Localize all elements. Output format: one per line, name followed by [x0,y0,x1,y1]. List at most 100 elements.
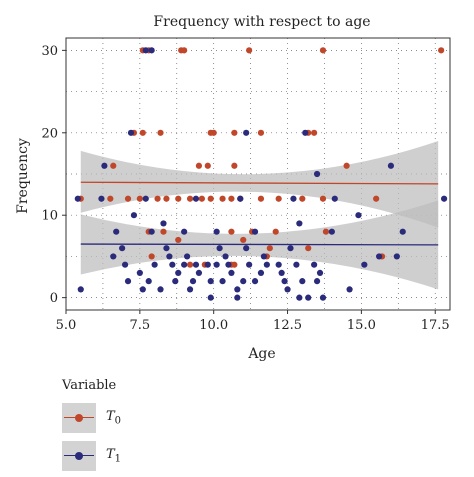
point-series-1 [142,195,149,202]
point-series-1 [346,286,353,293]
legend: Variable T0 T1 [62,378,121,475]
point-series-1 [399,228,406,235]
point-series-1 [139,286,146,293]
point-series-0 [319,195,327,202]
legend-sub-t1: 1 [114,453,122,465]
point-series-1 [216,245,223,252]
chart-title: Frequency with respect to age [153,14,370,30]
point-series-1 [195,269,203,277]
point-series-1 [281,278,288,285]
point-series-1 [186,286,194,293]
point-series-0 [198,195,205,202]
legend-label-t1: T1 [106,447,121,465]
point-series-0 [343,162,350,169]
point-series-1 [243,129,250,136]
point-series-1 [110,253,117,260]
point-series-0 [207,195,214,202]
point-series-0 [373,195,380,202]
fit-lines [80,181,439,246]
x-axis-ticks: 5.0 7.5 10.0 12.5 15.0 17.5 [56,310,450,333]
point-series-0 [110,162,117,169]
y-tick-label: 20 [41,126,58,141]
point-series-1 [257,269,265,277]
point-series-0 [438,47,445,54]
legend-dot-t0 [75,414,83,422]
point-series-1 [148,228,155,235]
point-series-0 [204,162,211,169]
point-series-0 [319,47,327,54]
point-series-1 [74,195,81,202]
point-series-1 [77,286,84,293]
y-tick-label: 10 [41,209,58,224]
point-series-1 [181,261,188,268]
point-series-0 [186,261,194,268]
x-tick-label: 7.5 [130,318,151,333]
point-series-1 [204,261,211,268]
point-series-0 [175,195,182,202]
point-series-0 [231,261,238,268]
point-series-0 [257,129,265,136]
point-series-1 [313,278,321,285]
point-series-1 [181,228,188,235]
point-series-1 [440,195,448,202]
x-tick-label: 10.0 [199,318,228,333]
point-series-1 [234,294,241,301]
point-series-0 [163,195,170,202]
point-series-0 [322,228,330,235]
point-series-0 [139,129,146,136]
point-series-1 [172,278,179,285]
point-series-1 [234,286,241,293]
point-series-1 [313,170,321,178]
point-series-1 [222,253,229,260]
point-series-1 [163,245,170,252]
point-series-0 [240,236,247,244]
point-series-1 [192,195,200,202]
data-points [74,47,448,301]
y-axis-ticks: 0 10 20 30 [41,44,66,306]
confidence-band-0 [80,141,439,228]
point-series-0 [195,162,203,169]
point-series-0 [275,195,282,202]
point-series-0 [257,195,265,202]
point-series-1 [145,278,152,285]
point-series-1 [175,269,182,277]
fit-line-1 [80,243,439,246]
x-axis-label: Age [247,346,275,362]
point-series-1 [148,47,155,54]
point-series-1 [166,253,173,260]
point-series-0 [181,47,188,54]
point-series-0 [148,253,155,260]
point-series-1 [192,261,200,268]
point-series-0 [107,195,114,202]
point-series-0 [272,228,279,235]
point-series-0 [228,195,235,202]
point-series-0 [136,195,143,202]
point-series-1 [225,261,232,268]
point-series-1 [113,228,120,235]
y-axis-label: Frequency [15,138,31,214]
legend-key-t1 [62,441,96,471]
point-series-0 [175,236,182,244]
point-series-1 [127,129,135,136]
point-series-0 [154,195,161,202]
point-series-1 [302,129,309,136]
point-series-1 [207,294,214,301]
point-series-1 [260,253,268,260]
point-series-1 [299,278,306,285]
point-series-1 [293,261,300,268]
point-series-1 [121,261,129,268]
legend-name-t1: T [106,447,115,463]
point-series-1 [207,278,214,285]
x-tick-label: 12.5 [273,318,302,333]
point-series-1 [251,228,259,235]
point-series-1 [169,261,176,268]
y-tick-label: 0 [50,291,58,306]
point-series-1 [278,269,285,277]
point-series-1 [119,245,126,252]
x-tick-label: 15.0 [347,318,376,333]
point-series-1 [251,278,259,285]
point-series-0 [186,195,194,202]
legend-dot-t1 [75,452,83,460]
point-series-0 [124,195,132,202]
point-series-0 [228,228,235,235]
